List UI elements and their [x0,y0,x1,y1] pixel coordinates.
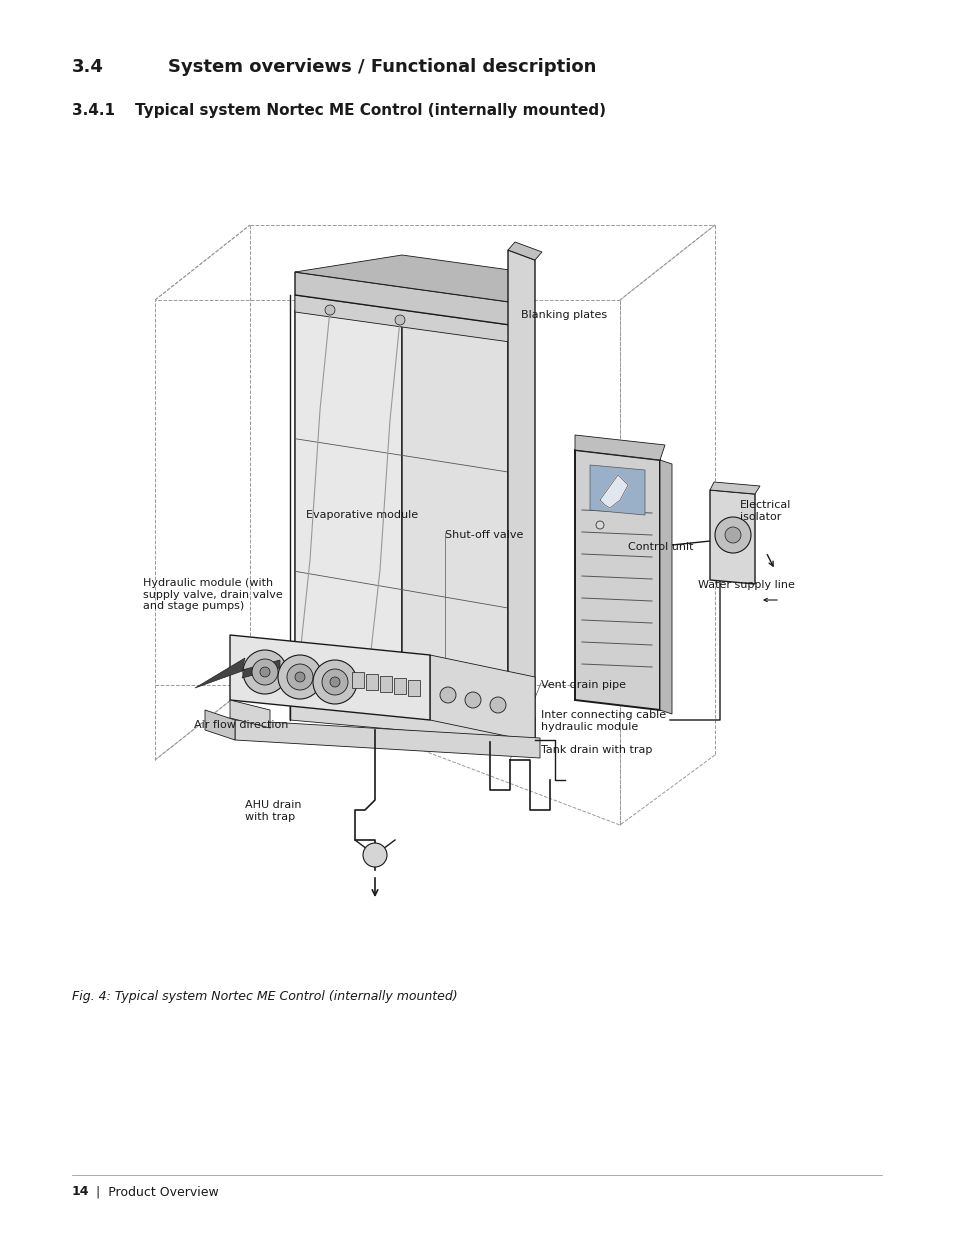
Polygon shape [507,249,535,750]
Polygon shape [194,658,280,688]
Polygon shape [575,435,664,459]
Circle shape [325,305,335,315]
Polygon shape [366,674,377,690]
Polygon shape [401,325,507,740]
Polygon shape [659,459,671,714]
Circle shape [464,692,480,708]
Polygon shape [575,450,659,710]
Polygon shape [352,672,364,688]
Text: Evaporative module: Evaporative module [306,510,417,520]
Text: |  Product Overview: | Product Overview [96,1186,218,1198]
Polygon shape [599,475,627,508]
Text: Control unit: Control unit [627,542,693,552]
Text: Hydraulic module (with
supply valve, drain valve
and stage pumps): Hydraulic module (with supply valve, dra… [143,578,282,611]
Text: AHU drain
with trap: AHU drain with trap [245,800,301,821]
Text: Shut-off valve: Shut-off valve [444,530,523,540]
Polygon shape [230,635,430,720]
Text: 14: 14 [71,1186,90,1198]
Polygon shape [234,720,539,758]
Circle shape [596,521,603,529]
Circle shape [490,697,505,713]
Circle shape [294,672,305,682]
Polygon shape [294,310,401,720]
Circle shape [287,664,313,690]
Text: Fig. 4: Typical system Nortec ME Control (internally mounted): Fig. 4: Typical system Nortec ME Control… [71,990,457,1003]
Text: Typical system Nortec ME Control (internally mounted): Typical system Nortec ME Control (intern… [135,103,605,119]
Polygon shape [294,272,510,325]
Polygon shape [294,295,510,735]
Circle shape [322,669,348,695]
Polygon shape [294,295,510,342]
Text: 3.4.1: 3.4.1 [71,103,115,119]
Circle shape [363,844,387,867]
Text: Air flow direction: Air flow direction [193,720,288,730]
Polygon shape [589,466,644,515]
Polygon shape [709,490,754,584]
Circle shape [313,659,356,704]
Text: System overviews / Functional description: System overviews / Functional descriptio… [168,58,596,77]
Text: Water supply line: Water supply line [698,580,794,590]
Polygon shape [294,254,510,303]
Polygon shape [205,710,234,740]
Circle shape [724,527,740,543]
Circle shape [714,517,750,553]
Polygon shape [709,482,760,494]
Text: Vent drain pipe: Vent drain pipe [540,680,625,690]
Text: Tank drain with trap: Tank drain with trap [540,745,652,755]
Circle shape [252,659,277,685]
Polygon shape [230,700,270,727]
Polygon shape [507,242,541,261]
Text: Electrical
isolator: Electrical isolator [740,500,791,521]
Text: Blanking plates: Blanking plates [520,310,606,320]
Circle shape [243,650,287,694]
Polygon shape [290,695,535,742]
Circle shape [395,315,405,325]
Circle shape [260,667,270,677]
Text: 3.4: 3.4 [71,58,104,77]
Text: Inter connecting cable
hydraulic module: Inter connecting cable hydraulic module [540,710,665,731]
Polygon shape [430,655,535,742]
Polygon shape [379,676,392,692]
Circle shape [330,677,339,687]
Circle shape [277,655,322,699]
Polygon shape [394,678,406,694]
Polygon shape [408,680,419,697]
Circle shape [439,687,456,703]
